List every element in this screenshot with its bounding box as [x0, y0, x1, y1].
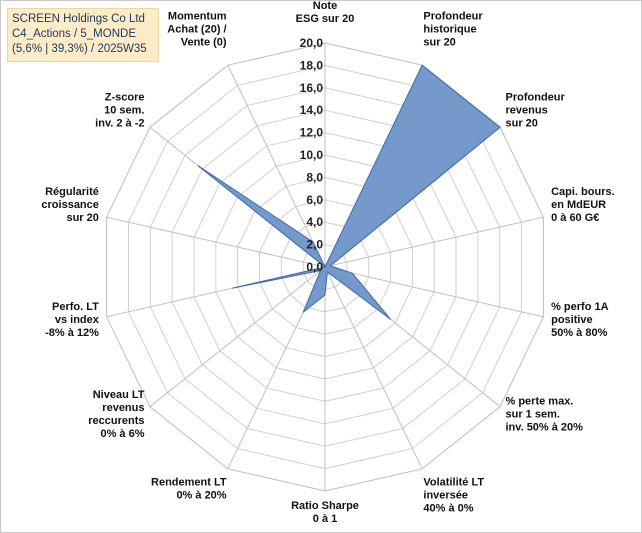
axis-label-line: en MdEUR	[551, 199, 606, 211]
tick-label: 6,0	[306, 193, 323, 207]
axis-label-line: inv. 2 à -2	[95, 117, 144, 129]
axis-label-line: revenus	[102, 402, 144, 414]
axis-label-line: 50% à 80%	[551, 327, 607, 339]
tick-label: 18,0	[300, 58, 324, 72]
axis-label-line: % perte max.	[506, 396, 574, 408]
data-polygon	[197, 64, 501, 320]
tick-label: 20,0	[300, 36, 324, 50]
axis-label-line: Note	[313, 1, 337, 12]
axis-label-line: sur 1 sem.	[506, 409, 560, 421]
axis-label-line: ESG sur 20	[296, 13, 355, 25]
axis-label: Profondeur historique sur 20	[423, 10, 483, 48]
axis-label-line: Ratio Sharpe	[291, 500, 359, 512]
axis-label-line: Perfo. LT	[52, 301, 99, 313]
axis-label: Z-score 10 sem. inv. 2 à -2	[95, 91, 144, 129]
axis-spoke	[106, 216, 326, 268]
axis-label: Régularité croissance sur 20	[41, 186, 98, 224]
tick-label: 12,0	[300, 126, 324, 140]
axis-label-line: sur 20	[66, 212, 98, 224]
axis-label: Note ESG sur 20	[296, 1, 355, 25]
axis-spoke	[324, 266, 423, 470]
axis-label-line: revenus	[506, 104, 548, 116]
axis-label-line: Rendement LT	[151, 477, 227, 489]
axis-label: Capi. bours. en MdEUR 0 à 60 G€	[551, 186, 615, 224]
axis-label-line: reccurents	[88, 415, 144, 427]
tick-label: 4,0	[306, 215, 323, 229]
chart-title-box: SCREEN Holdings Co Ltd C4_Actions / 5_MO…	[7, 8, 159, 62]
tick-label: 0,0	[306, 260, 323, 274]
axis-label-line: sur 20	[506, 117, 538, 129]
tick-label: 16,0	[300, 81, 324, 95]
axis-label-line: 10 sem.	[104, 104, 144, 116]
axis-label: Momentum Achat (20) / Vente (0)	[167, 10, 227, 48]
axis-label-line: Profondeur	[506, 91, 566, 103]
axis-label-line: -8% à 12%	[45, 327, 99, 339]
axis-spoke	[324, 216, 544, 268]
tick-label: 14,0	[300, 103, 324, 117]
axis-label-line: croissance	[41, 199, 98, 211]
axis-label: Rendement LT 0% à 20%	[151, 477, 227, 502]
axis-label: Niveau LT revenus reccurents 0% à 6%	[88, 389, 145, 440]
axis-label: Profondeur revenus sur 20	[506, 91, 566, 129]
tick-label: 10,0	[300, 148, 324, 162]
axis-label-line: positive	[551, 314, 593, 326]
axis-label-line: % perfo 1A	[551, 301, 609, 313]
axis-spoke	[149, 266, 326, 408]
axis-label: Ratio Sharpe 0 à 1	[291, 500, 359, 525]
axis-label-line: historique	[423, 23, 476, 35]
axis-label-line: Niveau LT	[93, 389, 145, 401]
axis-label-line: 0 à 1	[313, 513, 337, 525]
title-line-category: C4_Actions / 5_MONDE	[12, 28, 136, 40]
axis-label: Perfo. LT vs index -8% à 12%	[45, 301, 100, 339]
axis-label-line: Volatilité LT	[423, 477, 484, 489]
axis-label-line: vs index	[55, 314, 100, 326]
axis-label-line: Momentum	[168, 10, 227, 22]
axis-label: % perte max. sur 1 sem. inv. 50% à 20%	[506, 396, 584, 434]
axis-label-line: Profondeur	[423, 10, 483, 22]
axis-spoke	[324, 266, 544, 318]
axis-label: Volatilité LT inversée 40% à 0%	[423, 477, 484, 515]
axis-label-line: Vente (0)	[181, 36, 227, 48]
axis-label-line: 40% à 0%	[423, 503, 473, 515]
axis-label-line: inversée	[423, 490, 468, 502]
axis-label-line: 0% à 20%	[176, 490, 226, 502]
tick-label: 8,0	[306, 170, 323, 184]
title-line-stats: (5,6% | 39,3%) / 2025W35	[12, 43, 147, 55]
tick-label: 2,0	[306, 238, 323, 252]
axis-label: % perfo 1A positive 50% à 80%	[551, 301, 609, 339]
axis-label-line: Régularité	[45, 186, 99, 198]
axis-label-line: sur 20	[423, 36, 455, 48]
axis-label-line: 0 à 60 G€	[551, 212, 599, 224]
axis-label-line: Z-score	[105, 91, 145, 103]
title-line-company: SCREEN Holdings Co Ltd	[12, 13, 145, 25]
axis-label-line: 0% à 6%	[100, 428, 144, 440]
axis-label-line: Capi. bours.	[551, 186, 615, 198]
axis-label-line: Achat (20) /	[167, 23, 226, 35]
axis-spoke	[227, 64, 326, 268]
axis-label-line: inv. 50% à 20%	[506, 422, 584, 434]
